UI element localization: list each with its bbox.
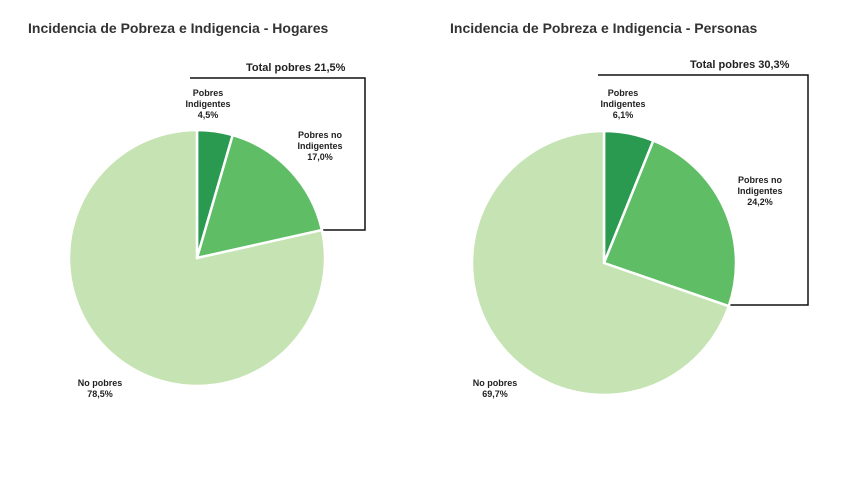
slice-label: No pobres bbox=[472, 378, 518, 388]
annotation: Total pobres 30,3% bbox=[690, 59, 790, 71]
value-label: 69,7% bbox=[482, 389, 508, 399]
slice-label: No pobres bbox=[77, 378, 123, 388]
pie-slice bbox=[67, 128, 327, 388]
chart-title: Incidencia de Pobreza e Indigencia - Per… bbox=[450, 20, 758, 36]
chart-title: Incidencia de Pobreza e Indigencia - Hog… bbox=[28, 20, 329, 36]
value-label: 17,0% bbox=[307, 152, 333, 162]
slice-label: Pobres no Indigentes bbox=[737, 175, 783, 196]
bracket bbox=[190, 77, 366, 231]
value-label: 6,1% bbox=[612, 110, 634, 120]
value-label: 78,5% bbox=[87, 389, 113, 399]
slice-label: Pobres Indigentes bbox=[600, 88, 646, 109]
slice-label: Pobres no Indigentes bbox=[297, 130, 343, 151]
pie-slice bbox=[602, 138, 738, 308]
value-label: 4,5% bbox=[197, 110, 219, 120]
pie-slice bbox=[195, 133, 324, 260]
annotation: Total pobres 21,5% bbox=[246, 62, 346, 74]
value-label: 24,2% bbox=[747, 197, 773, 207]
pie-slice bbox=[470, 129, 731, 397]
slice-label: Pobres Indigentes bbox=[185, 88, 231, 109]
bracket bbox=[598, 74, 809, 306]
